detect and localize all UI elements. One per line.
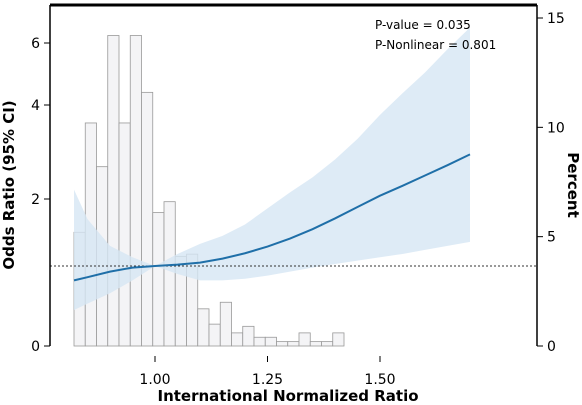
histogram-bar xyxy=(276,341,289,347)
right-y-tick-label: 10 xyxy=(547,120,565,136)
confidence-interval-band xyxy=(74,27,470,310)
x-tick-label: 1.50 xyxy=(364,372,395,388)
histogram-bar xyxy=(141,91,154,347)
histogram-bar xyxy=(321,341,334,347)
right-y-tick-label: 15 xyxy=(547,11,565,27)
histogram-bar xyxy=(242,325,255,347)
histogram-bar xyxy=(208,323,221,347)
left-y-tick-label: 0 xyxy=(31,339,40,355)
p-value-annotation: P-value = 0.035 xyxy=(375,18,471,32)
x-tick-label: 1.00 xyxy=(139,372,170,388)
histogram-bar xyxy=(332,332,345,347)
histogram-bar xyxy=(129,35,142,347)
histogram-bar xyxy=(298,332,311,347)
right-y-axis-ticks: 0 5 10 15 xyxy=(537,11,565,355)
histogram-bar xyxy=(287,341,300,347)
histogram-bar xyxy=(152,212,165,347)
x-axis-ticks: 1.00 1.25 1.50 xyxy=(139,356,396,388)
histogram-bar xyxy=(118,122,131,347)
histogram-bar xyxy=(231,332,244,347)
x-tick-label: 1.25 xyxy=(252,372,283,388)
left-y-tick-label: 4 xyxy=(31,98,40,114)
histogram-bar xyxy=(309,341,322,347)
odds-ratio-curve xyxy=(73,153,471,282)
left-y-tick-label: 6 xyxy=(31,36,40,52)
histogram-bar xyxy=(163,201,176,347)
p-nonlinear-annotation: P-Nonlinear = 0.801 xyxy=(375,38,496,52)
histogram-bar xyxy=(253,336,266,347)
right-y-axis-title: Percent xyxy=(564,152,582,217)
histogram-bar xyxy=(107,35,120,347)
histogram-bar xyxy=(264,336,277,347)
x-axis-title: International Normalized Ratio xyxy=(157,387,418,405)
right-y-tick-label: 0 xyxy=(547,339,556,355)
left-y-tick-label: 2 xyxy=(31,192,40,208)
histogram-bar xyxy=(197,308,210,347)
left-y-axis-ticks: 0 2 4 6 xyxy=(31,36,50,355)
histogram-bar xyxy=(219,301,232,347)
left-y-axis-title: Odds Ratio (95% CI) xyxy=(0,100,18,269)
right-y-tick-label: 5 xyxy=(547,230,556,246)
